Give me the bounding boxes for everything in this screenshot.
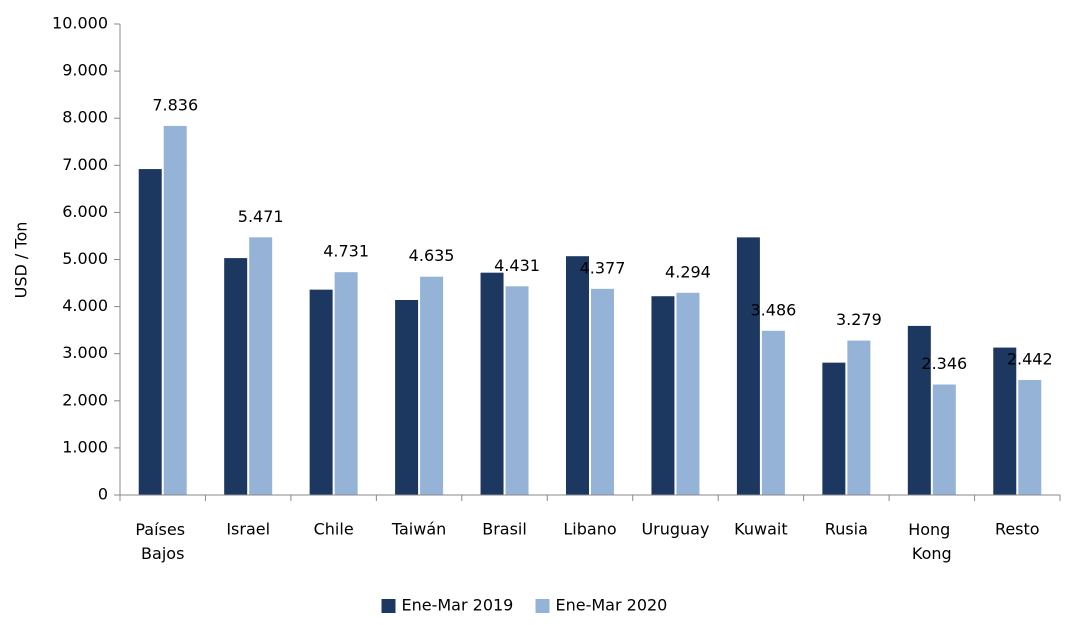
y-tick-label: 10.000 [52,14,108,33]
bar [163,125,187,495]
legend-label: Ene-Mar 2019 [402,596,514,615]
bar [651,296,675,495]
x-tick-label-line: Países [135,520,190,539]
x-tick-label: Israel [226,520,270,539]
x-tick-label: Brasil [482,520,527,539]
y-tick-label: 2.000 [62,390,108,409]
y-tick-label: 9.000 [62,61,108,80]
bar [138,169,162,495]
y-axis-label: USD / Ton [12,222,31,299]
y-tick-label: 6.000 [62,202,108,221]
y-tick-label: 8.000 [62,108,108,127]
y-tick-label: 5.000 [62,249,108,268]
y-tick-label: 3.000 [62,343,108,362]
bar [907,325,931,495]
x-tick-label: Kuwait [734,520,787,539]
value-label: 4.294 [665,262,711,281]
value-label: 4.377 [580,258,626,277]
bar [566,256,589,495]
bar [847,340,871,495]
bar [309,289,333,495]
legend-label: Ene-Mar 2020 [556,596,668,615]
value-label: 3.279 [836,310,882,329]
x-tick-label: Rusia [825,520,868,539]
value-label: 3.486 [751,300,797,319]
x-tick-label: Chile [314,520,354,539]
bar [993,347,1017,495]
legend-swatch [381,599,396,613]
bar [932,384,956,495]
x-tick-label: Resto [995,520,1040,539]
value-label: 7.836 [152,95,198,114]
bar [822,362,846,495]
x-tick-label: Hong Kong [908,520,955,563]
y-tick-label: 7.000 [62,155,108,174]
x-tick-label: Países Bajos [135,520,190,563]
bar [591,288,614,495]
bar [480,272,504,495]
x-tick-label: Taiwán [391,520,446,539]
value-label: 2.346 [921,354,967,373]
bar [505,286,529,495]
y-tick-label: 4.000 [62,296,108,315]
bar [334,272,358,495]
value-label: 4.635 [409,246,455,265]
x-tick-label: Uruguay [641,520,709,539]
y-tick-label: 0 [98,485,108,504]
bar [395,300,419,495]
bar [224,258,248,495]
value-label: 5.471 [238,207,284,226]
x-tick-label: Libano [563,520,616,539]
x-tick-label-line: Hong [908,520,955,539]
value-label: 2.442 [1007,349,1053,368]
legend-swatch [535,599,550,613]
bar [761,330,785,495]
bar [249,237,273,495]
bar [420,276,444,495]
bar [1018,379,1042,495]
x-tick-label-line: Bajos [141,544,184,563]
bar [736,237,760,495]
value-label: 4.731 [323,242,369,261]
y-tick-label: 1.000 [62,437,108,456]
value-label: 4.431 [494,256,540,275]
bar [676,292,700,495]
x-tick-label-line: Kong [912,544,952,563]
